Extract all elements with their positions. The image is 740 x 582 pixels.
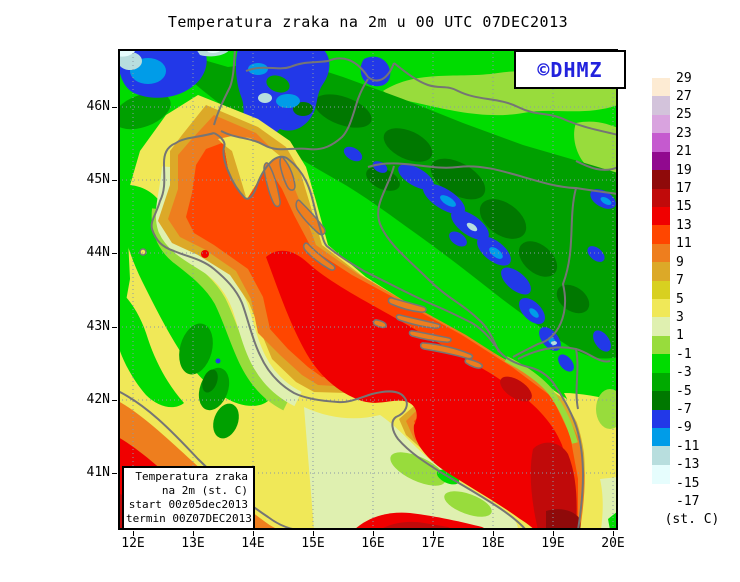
colorbar-swatch [652,243,670,263]
colorbar-swatch [652,446,670,466]
colorbar-tick-label: 23 [676,125,692,141]
colorbar-tick-label: -1 [676,346,692,362]
latitude-tick [112,400,117,401]
longitude-tick [493,531,494,536]
latitude-tick-label: 43N [86,319,110,334]
colorbar-tick-label: 7 [676,273,684,289]
colorbar-tick-label: 29 [676,70,692,86]
longitude-tick [433,531,434,536]
latitude-tick [112,473,117,474]
longitude-tick-label: 19E [541,536,565,551]
colorbar-swatch [652,206,670,226]
map-panel [118,49,618,530]
latitude-tick-label: 42N [86,392,110,407]
longitude-tick-label: 17E [421,536,445,551]
run-info-line: termin 00Z07DEC2013 [126,512,252,525]
latitude-tick [112,180,117,181]
dhmz-watermark-text: ©DHMZ [537,57,603,82]
islands [139,156,484,369]
colorbar-swatch [652,335,670,355]
colorbar-swatch [652,96,670,116]
colorbar-tick-label: 19 [676,162,692,178]
colorbar-swatch [652,372,670,392]
colorbar-tick-label: -7 [676,402,692,418]
run-info-line: start 00z05dec2013 [128,498,248,511]
colorbar-tick-label: 3 [676,309,684,325]
latitude-tick [112,253,117,254]
colorbar-swatch [652,151,670,171]
longitude-tick [613,531,614,536]
colorbar-tick-label: -15 [676,475,700,491]
colorbar-tick-label: 15 [676,199,692,215]
colorbar-swatch [652,188,670,208]
latitude-tick [112,327,117,328]
longitude-tick [253,531,254,536]
map-frame-border [118,49,618,530]
colorbar-tick-label: 1 [676,328,684,344]
colorbar-tick-label: -9 [676,420,692,436]
longitude-tick-label: 20E [601,536,625,551]
run-info-box: Temperatura zraka na 2m (st. C) start 00… [122,466,255,530]
latitude-tick-label: 46N [86,99,110,114]
colorbar-tick-label: -3 [676,365,692,381]
colorbar-tick-label: 5 [676,291,684,307]
longitude-tick-label: 16E [361,536,385,551]
colorbar-tick-label: 25 [676,107,692,123]
graticule [118,49,618,530]
colorbar-tick-label: -17 [676,494,700,510]
longitude-tick-label: 15E [301,536,325,551]
longitude-tick-label: 14E [241,536,265,551]
colorbar-swatch [652,317,670,337]
colorbar-tick-label: 27 [676,88,692,104]
latitude-tick-label: 44N [86,245,110,260]
sea-warm-gradient [118,95,618,530]
longitude-tick-label: 18E [481,536,505,551]
latitude-tick-label: 45N [86,172,110,187]
colorbar-swatch [652,133,670,153]
temperature-map [118,49,618,530]
colorbar-tick-label: 17 [676,181,692,197]
run-info-line: na 2m (st. C) [161,484,248,497]
colorbar-tick-label: -13 [676,457,700,473]
colorbar-swatch [652,299,670,318]
colorbar-swatch [652,262,670,282]
colorbar-swatch [652,409,670,429]
colorbar-swatch [652,354,670,374]
colorbar-swatch [652,78,670,97]
country-borders [213,49,618,410]
longitude-tick [553,531,554,536]
colorbar-tick-label: 11 [676,236,692,252]
colorbar-swatch [652,427,670,447]
dhmz-watermark-box: ©DHMZ [514,50,626,89]
colorbar-swatch [652,170,670,189]
colorbar-swatch [652,280,670,300]
colorbar-swatch [652,225,670,245]
colorbar-tick-label: 9 [676,254,684,270]
longitude-tick [313,531,314,536]
colorbar-swatch [652,391,670,411]
run-info-line: Temperatura zraka [135,470,248,483]
colorbar-tick-label: -5 [676,383,692,399]
colorbar-tick-label: -11 [676,438,700,454]
colorbar-swatch [652,464,670,484]
longitude-tick-label: 12E [121,536,145,551]
latitude-tick [112,107,117,108]
page-title: Temperatura zraka na 2m u 00 UTC 07DEC20… [167,13,569,31]
colorbar-unit-label: (st. C) [664,512,720,527]
longitude-tick [193,531,194,536]
longitude-tick [373,531,374,536]
colorbar-tick-label: 21 [676,144,692,160]
colorbar-tick-label: 13 [676,217,692,233]
longitude-tick [133,531,134,536]
latitude-tick-label: 41N [86,465,110,480]
colorbar-swatch [652,114,670,134]
longitude-tick-label: 13E [181,536,205,551]
